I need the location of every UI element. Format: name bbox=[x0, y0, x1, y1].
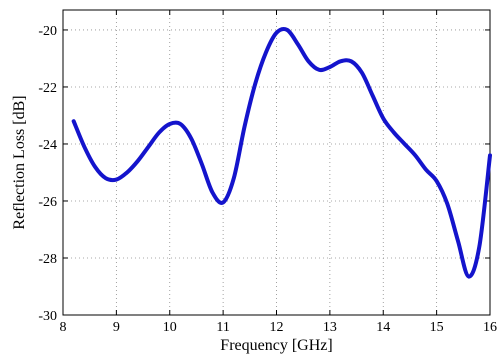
x-tick-label: 12 bbox=[270, 320, 284, 335]
x-tick-label: 14 bbox=[376, 320, 390, 335]
series-line bbox=[71, 27, 492, 279]
axis-ticks: 8 9 10 11 12 13 14 15 16 -30 -28 -26 -24 -22 -20 bbox=[38, 10, 497, 335]
x-tick-label: 8 bbox=[60, 320, 67, 335]
x-tick-label: 15 bbox=[430, 320, 444, 335]
y-axis-label: Reflection Loss [dB] bbox=[11, 95, 28, 229]
y-tick-label: -26 bbox=[38, 195, 57, 210]
data-series bbox=[71, 27, 492, 279]
y-tick-label: -24 bbox=[38, 138, 57, 153]
x-tick-label: 16 bbox=[483, 320, 497, 335]
x-axis-label: Frequency [GHz] bbox=[220, 337, 332, 354]
y-tick-label: -28 bbox=[38, 252, 57, 267]
grid bbox=[63, 10, 490, 315]
x-tick-label: 13 bbox=[323, 320, 337, 335]
x-tick-label: 11 bbox=[216, 320, 229, 335]
y-tick-label: -22 bbox=[38, 81, 57, 96]
x-tick-label: 9 bbox=[113, 320, 120, 335]
y-tick-label: -20 bbox=[38, 24, 57, 39]
x-tick-label: 10 bbox=[163, 320, 177, 335]
y-tick-label: -30 bbox=[38, 309, 57, 324]
